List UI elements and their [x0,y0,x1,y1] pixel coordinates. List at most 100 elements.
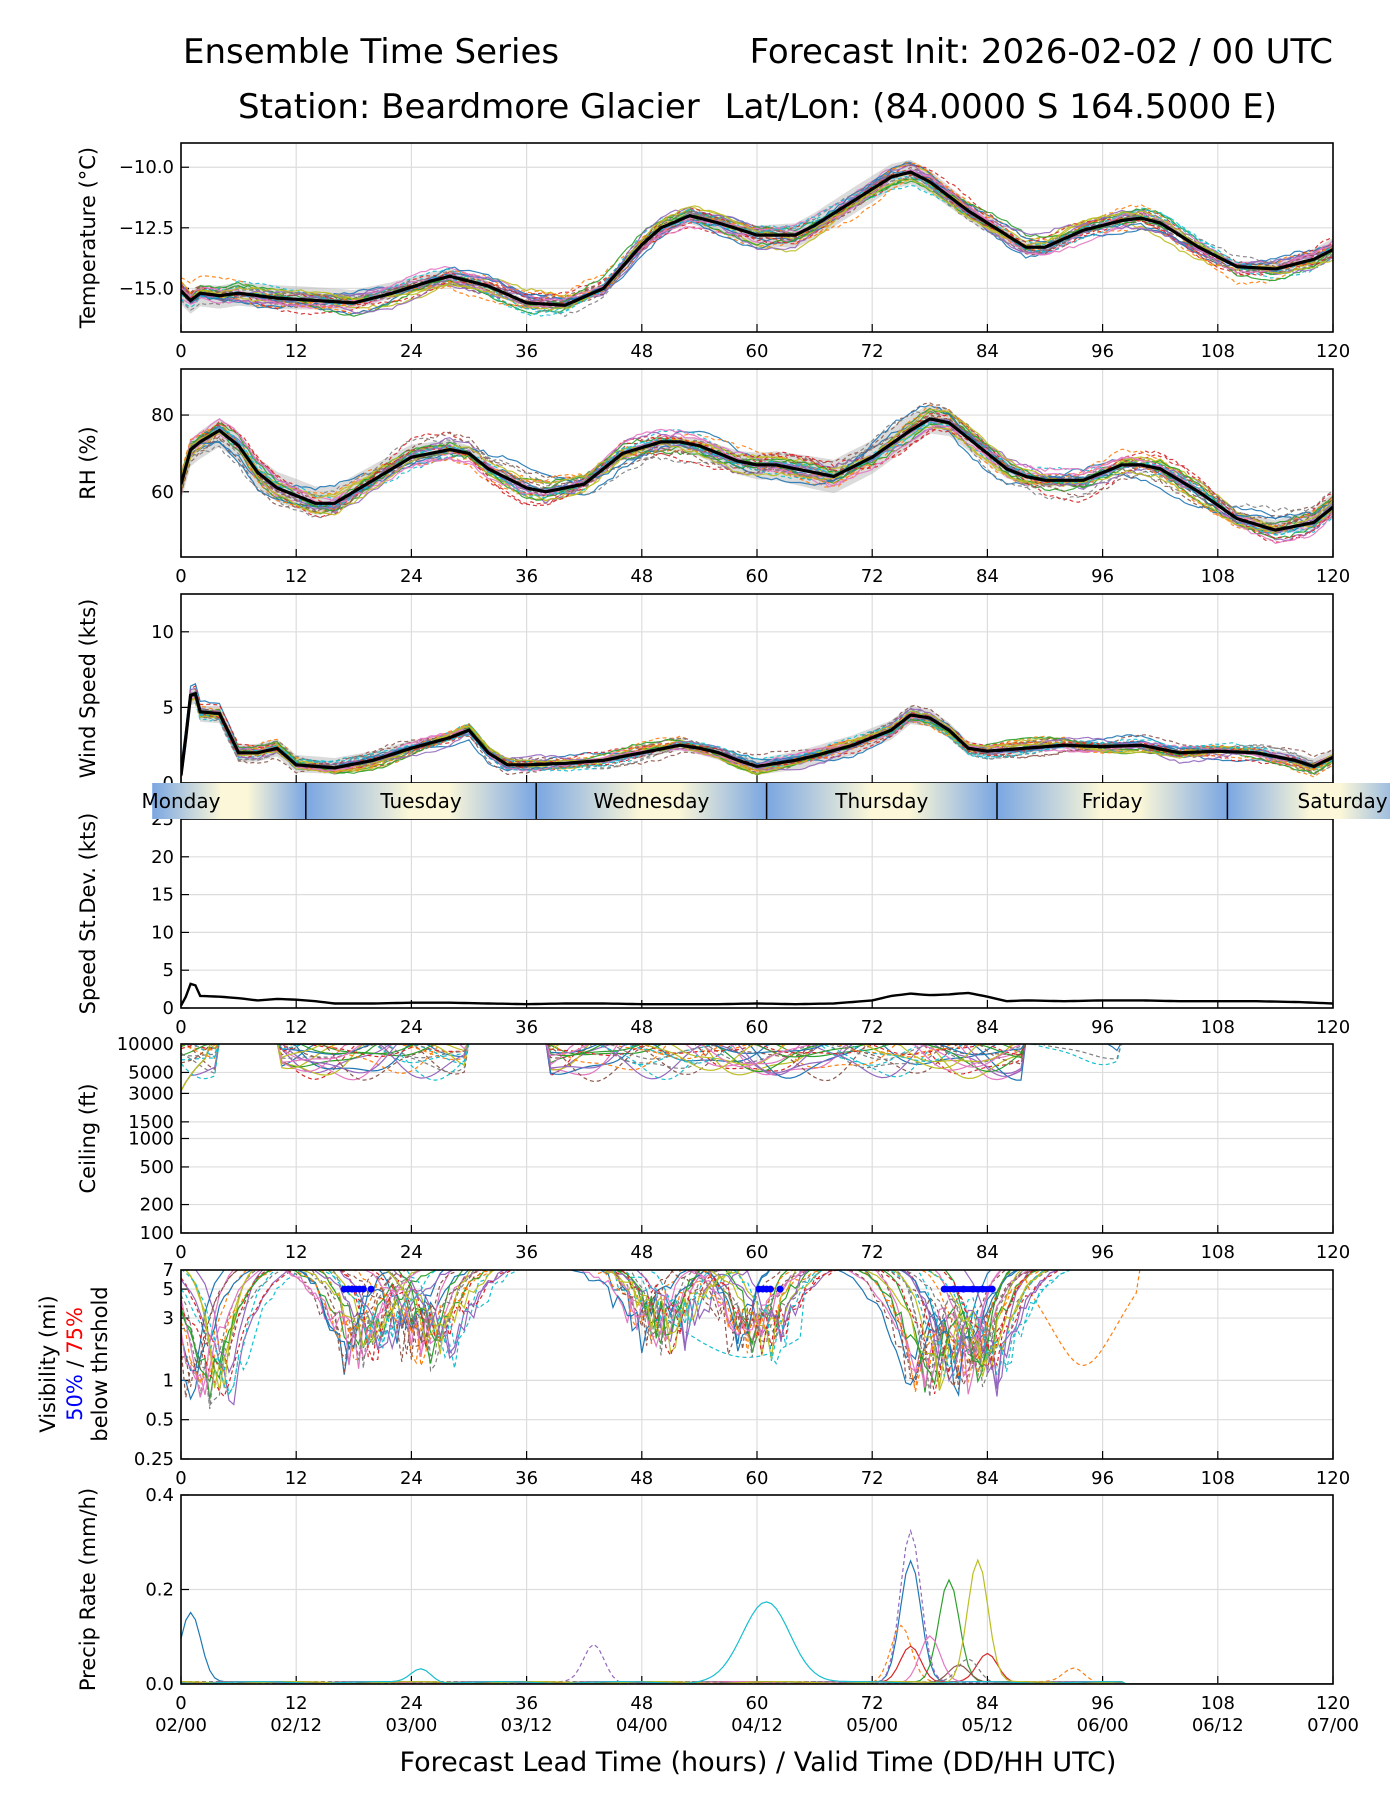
y-tick-label: 1500 [128,1112,174,1133]
visibility-member-line [181,1270,1036,1398]
threshold-50pct-marker [776,1285,784,1293]
ceiling-member-line [181,1044,1027,1077]
title-station: Station: Beardmore Glacier [238,87,700,127]
y-axis-label: Precip Rate (mm/h) [76,1488,100,1691]
y-axis-label: Speed St.Dev. (kts) [76,813,100,1015]
x-tick-label: 48 [630,341,653,362]
ensemble-member-line [181,424,1333,540]
x-tick-label: 96 [1091,1468,1114,1489]
y-tick-label: 0.25 [134,1449,174,1470]
y-tick-label: 1 [163,1370,174,1391]
ceiling-member-line [181,1044,1119,1070]
ceiling-member-line [181,1044,1026,1092]
x-tick-label: 36 [515,1017,538,1038]
x-tick-label: 60 [746,341,769,362]
x-tick-label: 120 [1316,1242,1350,1263]
legend-75pct: 75% [63,1307,87,1354]
x-tick-label: 60 [746,1468,769,1489]
x-tick-label: 72 [861,566,884,587]
day-label: Thursday [834,789,928,813]
panel-frame [180,1043,1334,1234]
x-tick-label: 48 [630,1468,653,1489]
visibility-member-line [181,1270,1071,1396]
y-tick-label: 10 [151,922,174,943]
ceiling-member-line [181,1044,1026,1058]
y-tick-label: 1000 [128,1129,174,1150]
panel-6: 0.0 0.2 0.4 0 12 24 36 48 60 72 84 96 108 120 Precip R… [76,1485,1359,1736]
visibility-member-line [298,1270,1022,1391]
x-tick-label: 72 [861,1017,884,1038]
series-group [181,682,1333,783]
x-tick-label: 72 [861,341,884,362]
x-tick-label: 0 [175,1468,186,1489]
y-tick-label: 5 [163,960,174,981]
visibility-threshold-legend: 50% / 75% [63,1307,87,1421]
y-tick-label: 5 [163,1279,174,1300]
x-tick-label: 108 [1201,1468,1235,1489]
x-tick-label: 24 [400,1693,423,1714]
day-band: Monday Tuesday Wednesday Thursday Friday Satu… [142,783,1390,819]
visibility-members [181,1270,1141,1409]
visibility-member-line [181,1270,1053,1409]
x-tick-label: 12 [285,1693,308,1714]
panel-frame [180,1494,1334,1685]
panel-1: 60 80 0 12 24 36 48 60 72 84 96 108 120 RH (%) [76,368,1350,587]
y-tick-label: 10000 [117,1034,174,1055]
y-tick-label: −10.0 [119,157,174,178]
panel-frame [180,368,1334,558]
day-label: Friday [1082,789,1143,813]
visibility-ylabel: Visibility (mi) 50% / 75% below thrshold [36,1286,112,1441]
x-axis-label: Forecast Lead Time (hours) / Valid Time … [400,1747,1117,1778]
day-segment [536,783,767,819]
x-tick-label: 72 [861,1468,884,1489]
day-segment [997,783,1228,819]
x-tick-label: 108 [1201,1242,1235,1263]
ensemble-member-line [181,171,1333,318]
x-tick-label: 84 [976,1693,999,1714]
speed-stdev-line [179,982,1334,1007]
threshold-50pct-marker [766,1285,774,1293]
x-tick-label: 96 [1091,1242,1114,1263]
legend-50pct: 50% [63,1374,87,1421]
ensemble-member-line [181,170,1333,306]
x-tick-label: 0 [175,1017,186,1038]
panel-2: 051001224364860728496108120Wind Speed (k… [76,593,1350,813]
ceiling-member-line [181,1044,1024,1068]
x-tick-label: 108 [1201,566,1235,587]
x-tick-label: 36 [515,566,538,587]
ensemble-mean-line [181,170,1333,307]
valid-time-label: 04/00 [616,1715,668,1736]
title-ensemble: Ensemble Time Series [183,32,559,72]
x-tick-label: 36 [515,341,538,362]
y-tick-label: 7 [163,1260,174,1281]
y-tick-label: 0 [163,998,174,1019]
y-tick-label: 3 [163,1308,174,1329]
day-label: Tuesday [379,789,462,813]
x-tick-label: 84 [976,1242,999,1263]
day-segment [766,783,997,819]
ceiling-member-line [181,1044,1027,1081]
x-tick-label: 24 [400,566,423,587]
ensemble-member-line [181,697,1333,781]
ceiling-member-line [181,1044,1026,1056]
panel-0: −10.0 −12.5 −15.0 0 12 24 36 48 60 72 84 96 108 120 Te… [76,142,1350,362]
y-axis-label: Wind Speed (kts) [76,599,100,779]
x-tick-label: 108 [1201,1017,1235,1038]
visibility-member-line [181,1270,1033,1388]
x-tick-label: 0 [175,1242,186,1263]
x-tick-label: 60 [746,566,769,587]
x-tick-label: 120 [1316,1017,1350,1038]
x-tick-label: 24 [400,1017,423,1038]
x-tick-label: 36 [515,1242,538,1263]
ensemble-member-line [181,169,1333,307]
visibility-ylabel-line3: below thrshold [88,1286,112,1441]
y-tick-label: 10 [151,622,174,643]
day-label: Wednesday [594,789,710,813]
x-tick-label: 36 [515,1693,538,1714]
y-tick-label: 5000 [128,1062,174,1083]
ensemble-member-line [181,695,1333,778]
y-tick-label: −15.0 [119,278,174,299]
day-segment [1227,783,1390,819]
